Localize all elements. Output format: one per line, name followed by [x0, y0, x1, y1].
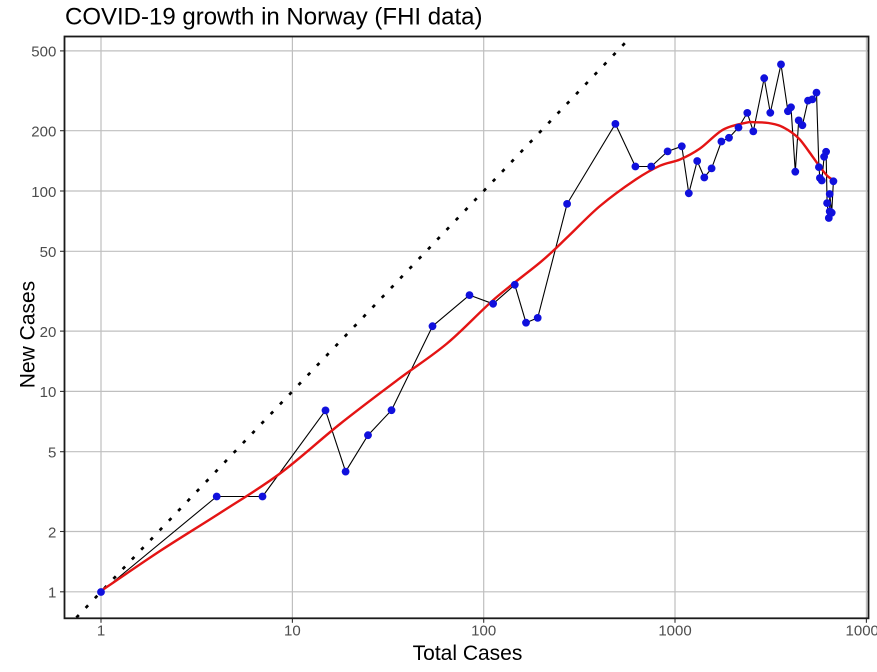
- svg-text:20: 20: [40, 324, 57, 341]
- svg-text:Total Cases: Total Cases: [413, 642, 523, 665]
- svg-text:200: 200: [31, 124, 56, 141]
- svg-text:500: 500: [31, 44, 56, 61]
- svg-text:1: 1: [48, 585, 56, 602]
- svg-text:10000: 10000: [846, 623, 877, 640]
- svg-text:10: 10: [284, 623, 301, 640]
- svg-text:New Cases: New Cases: [17, 281, 40, 388]
- svg-text:100: 100: [31, 184, 56, 201]
- svg-text:1000: 1000: [658, 623, 691, 640]
- svg-text:1: 1: [97, 623, 105, 640]
- svg-text:100: 100: [471, 623, 496, 640]
- svg-text:50: 50: [40, 244, 57, 261]
- svg-text:2: 2: [48, 524, 56, 541]
- svg-text:COVID-19 growth in Norway (FHI: COVID-19 growth in Norway (FHI data): [65, 4, 482, 31]
- svg-text:10: 10: [40, 384, 57, 401]
- svg-text:5: 5: [48, 445, 56, 462]
